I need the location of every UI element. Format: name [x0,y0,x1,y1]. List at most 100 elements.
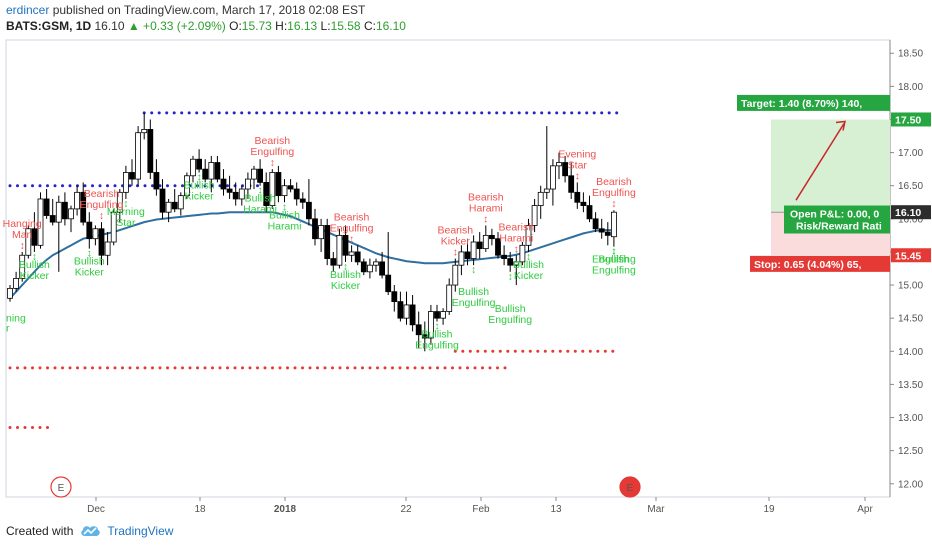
pattern-label: Engulfing [592,265,636,277]
support-dot [181,366,184,370]
support-dot [461,349,465,353]
candle-body [580,201,587,206]
candle-body [611,211,617,238]
candle-body [464,251,471,259]
support-dot [496,366,499,370]
support-dot [468,349,472,353]
symbol-label[interactable]: BATS:GSM, 1D [6,19,92,33]
resistance-dot [502,111,506,115]
candle-body [269,172,276,206]
pattern-arrow: ↕ [349,233,354,245]
candle-body [531,205,538,226]
support-dot [596,349,600,353]
candle-body [501,254,508,259]
resistance-dot [202,111,206,115]
resistance-dot [262,111,266,115]
support-dot [83,366,87,370]
candle-body [348,251,355,256]
author-link[interactable]: erdincer [6,3,50,17]
candle-body [568,175,575,193]
support-dot [218,366,222,370]
resistance-dot [157,111,161,115]
resistance-dot [517,111,521,115]
pattern-label: Kicker [185,190,215,202]
pattern-label: Bullish [245,193,276,205]
resistance-dot [150,111,154,115]
pattern-label: Evening [558,148,596,160]
risk-reward-label: Risk/Reward Rati [796,221,882,233]
pattern-label: Engulfing [250,146,294,158]
candle-body [153,172,160,190]
support-dot [476,349,480,353]
pattern-arrow: ↕ [282,201,287,213]
y-tick-label: 12.50 [898,446,923,457]
support-dot [466,366,469,370]
x-tick-label: 18 [194,504,206,515]
pattern-label: Bearish [84,188,120,200]
x-tick-label: Feb [472,504,490,515]
resistance-dot [322,111,326,115]
candle-body [312,218,318,240]
candle-body [354,251,361,263]
pattern-label: Bullish [330,269,361,281]
resistance-dot [420,111,424,115]
y-tick-label: 18.00 [898,82,923,93]
support-dot [301,366,304,370]
support-dot [203,366,207,370]
candle-body [74,191,80,210]
candle-body [214,162,221,180]
support-dot [196,366,199,370]
support-dot [316,366,319,370]
candle-body [543,188,550,193]
pattern-label: Bullish [74,256,105,268]
support-dot [503,366,507,370]
resistance-dot [292,111,296,115]
candle-body [43,198,50,216]
candle-body [525,225,532,246]
candle-body [397,301,404,319]
candle-body [19,254,26,279]
resistance-dot [196,184,199,188]
y-tick-label: 16.50 [898,181,923,192]
resistance-dot [480,111,484,115]
candle-body [110,211,117,243]
support-dot [436,366,439,370]
support-dot [16,366,19,370]
pattern-label: Engulfing [80,199,124,211]
pattern-arrow: ↕ [123,198,128,210]
resistance-dot [465,111,469,115]
resistance-dot [53,184,57,188]
candle-body [409,304,416,326]
y-tick-label: 15.00 [898,281,923,292]
candle-body [366,264,373,273]
resistance-dot [412,111,416,115]
candle-body [537,191,544,206]
candle-body [86,221,93,240]
candle-body [513,261,520,266]
pattern-arrow: ↕ [257,185,262,197]
pattern-label: Bullish [458,286,489,298]
resistance-dot [390,111,394,115]
candle-body [342,234,349,256]
candle-body [287,185,294,190]
candle-body [80,191,87,223]
resistance-dot [277,111,281,115]
resistance-dot [217,111,221,115]
support-dot [91,366,94,370]
support-dot [8,425,12,429]
tradingview-brand[interactable]: TradingView [107,524,174,538]
support-dot [536,349,540,353]
candle-body [592,218,599,230]
pattern-arrow: ↕ [575,170,580,182]
earnings-label: E [627,483,634,494]
resistance-dot [330,111,334,115]
pattern-label: Morning [107,206,145,218]
support-dot [46,425,49,429]
resistance-dot [106,184,109,188]
candle-body [129,172,135,180]
stop-price-tag-text: 15.45 [895,250,921,262]
pattern-label: Hanging [3,218,42,230]
pattern-label: Kicker [20,270,50,282]
